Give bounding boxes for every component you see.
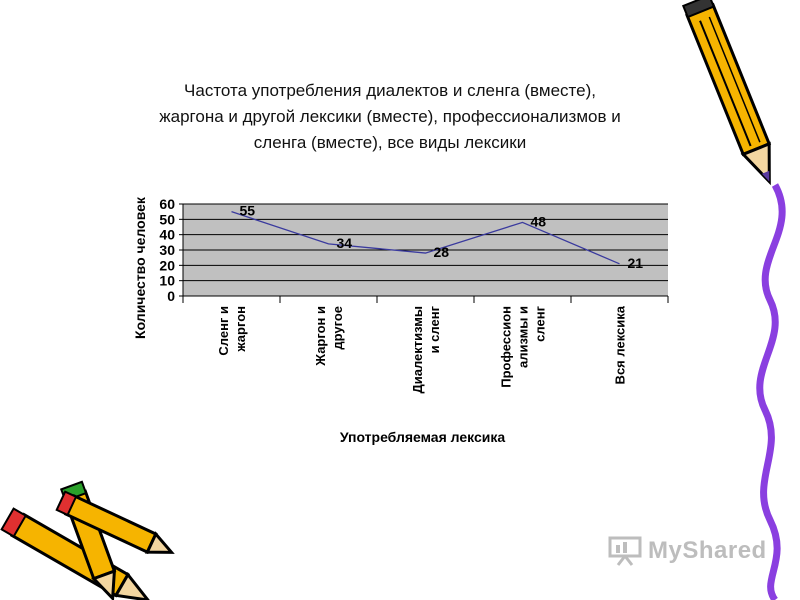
ribbon-decoration xyxy=(756,183,786,600)
watermark-text: MyShared xyxy=(648,537,767,564)
watermark-logo: MyShared xyxy=(608,536,767,566)
y-tick-label: 60 xyxy=(159,196,175,212)
y-tick-label: 0 xyxy=(167,288,175,304)
category-label: Сленг и xyxy=(216,306,231,356)
y-tick-label: 40 xyxy=(159,227,175,243)
category-label: ализмы и xyxy=(516,306,531,368)
y-tick-label: 30 xyxy=(159,242,175,258)
presentation-board-icon xyxy=(608,536,642,566)
x-axis-label: Употребляемая лексика xyxy=(340,429,506,445)
data-label: 28 xyxy=(434,244,450,260)
category-label: и сленг xyxy=(427,305,442,353)
chart-title: Частота употребления диалектов и сленга … xyxy=(159,81,621,152)
category-label: жаргон xyxy=(233,306,248,353)
category-label: сленг xyxy=(533,305,548,341)
y-tick-label: 20 xyxy=(159,257,175,273)
category-label: другое xyxy=(330,306,345,350)
category-label: Диалектизмы xyxy=(410,306,425,394)
y-tick-label: 10 xyxy=(159,273,175,289)
pencil-icon xyxy=(55,490,175,555)
pencil-icon xyxy=(681,0,772,186)
data-label: 48 xyxy=(531,213,547,229)
category-label: Профессион xyxy=(499,306,514,388)
y-axis-label: Количество человек xyxy=(132,196,148,339)
data-label: 55 xyxy=(240,203,256,219)
data-label: 21 xyxy=(628,255,644,271)
y-tick-label: 50 xyxy=(159,211,175,227)
category-label: Жаргон и xyxy=(313,306,328,367)
series-line xyxy=(231,211,620,265)
category-label: Вся лексика xyxy=(613,305,628,384)
data-label: 34 xyxy=(337,235,353,251)
